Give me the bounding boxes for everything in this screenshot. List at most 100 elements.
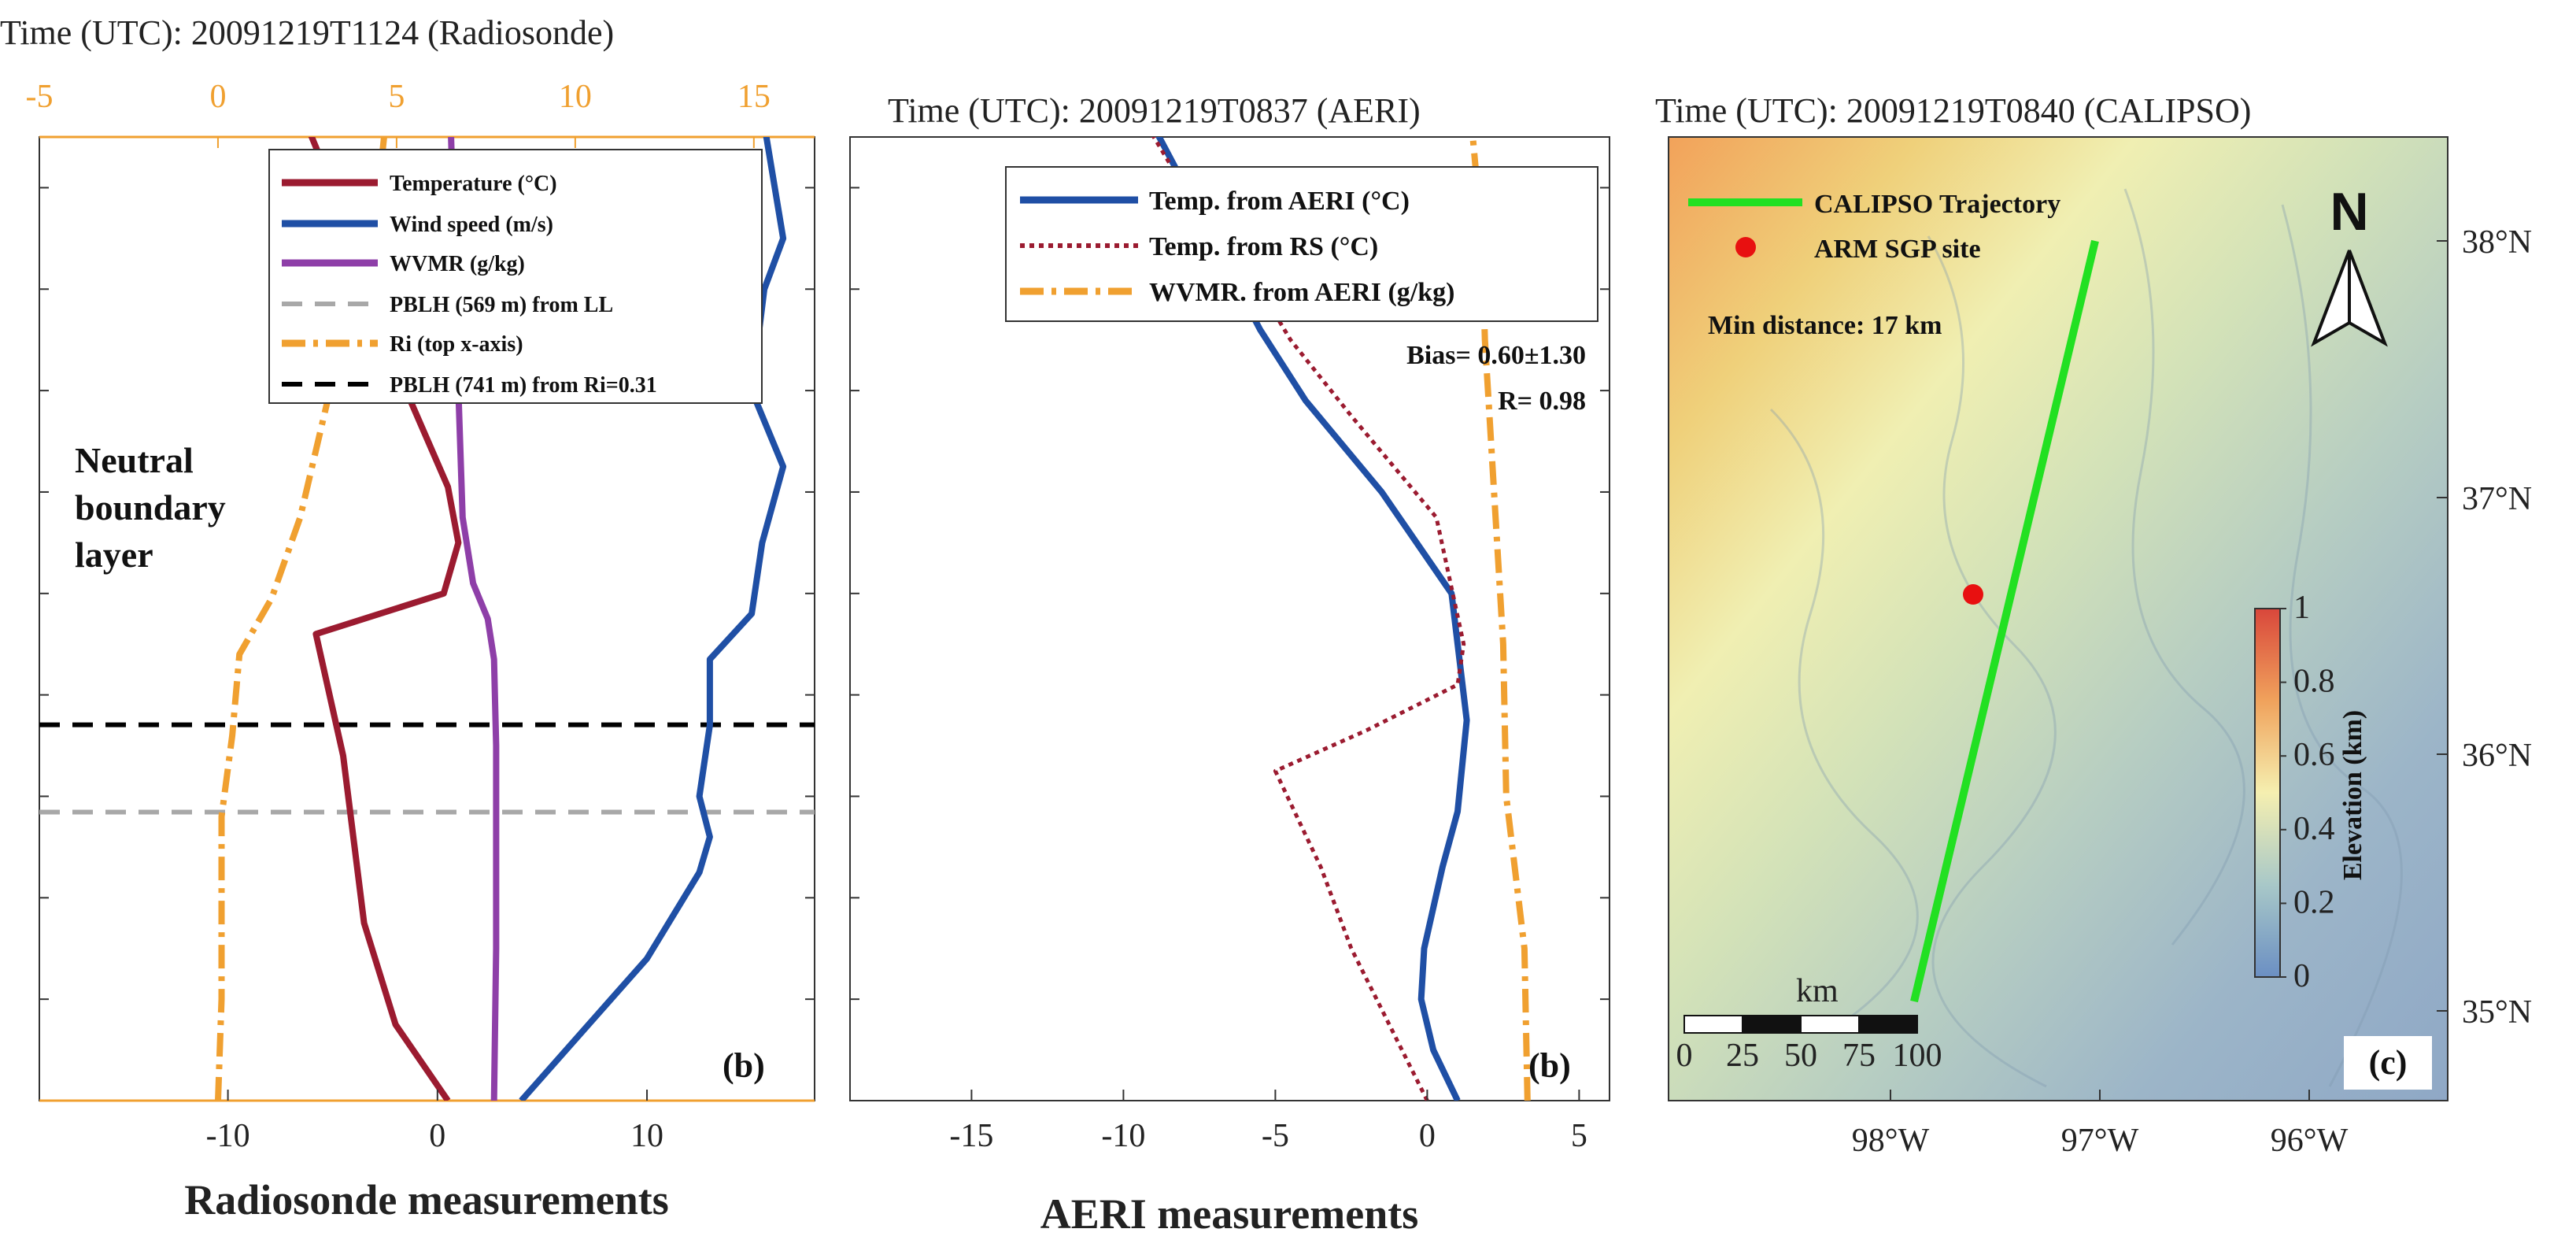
scale-tick-label: 0 <box>1676 1038 1693 1074</box>
north-arrow-right <box>2348 250 2388 347</box>
lat-tick-label: 38°N <box>2462 224 2532 261</box>
map-legend: CALIPSO Trajectory ARM SGP site Min dist… <box>1688 190 2060 340</box>
x-tick-label: 5 <box>1571 1118 1587 1154</box>
legend-label: WVMR. from AERI (g/kg) <box>1149 278 1454 307</box>
top-x-tick-label: 0 <box>209 79 226 115</box>
site-label: ARM SGP site <box>1814 235 1981 264</box>
top-x-tick-label: -5 <box>26 79 54 115</box>
arm-sgp-site-marker <box>1963 584 1983 605</box>
radiosonde-title: Time (UTC): 20091219T1124 (Radiosonde) <box>0 13 614 52</box>
colorbar-tick-label: 1 <box>2293 590 2310 626</box>
bias-stat: Bias= 0.60±1.30 <box>1406 341 1586 370</box>
aeri-y-ticks <box>850 187 1610 1001</box>
elevation-map <box>1669 137 2448 1101</box>
map-frame <box>1668 136 2448 1101</box>
min-distance-label: Min distance: 17 km <box>1708 311 1942 340</box>
legend-entry-wind: Wind speed (m/s) <box>282 213 553 237</box>
longitude-ticks: 98°W 97°W 96°W <box>1852 1090 2349 1159</box>
temperature-line <box>308 137 462 1101</box>
x-tick-label: -15 <box>949 1118 993 1154</box>
lat-tick-label: 37°N <box>2462 481 2532 517</box>
lat-tick-label: 35°N <box>2462 994 2532 1031</box>
calipso-trajectory-line <box>1910 239 2099 1003</box>
north-letter: N <box>2330 182 2368 242</box>
legend-box <box>1005 166 1598 322</box>
scale-unit: km <box>1796 973 1839 1009</box>
aeri-panel: Time (UTC): 20091219T0837 (AERI) -15 -10-… <box>849 91 1610 1238</box>
x-tick-label: 10 <box>630 1118 663 1154</box>
scale-tick-label: 100 <box>1893 1038 1942 1074</box>
river-1 <box>1927 235 2057 1088</box>
legend-entry-rs-temp: Temp. from RS (°C) <box>1020 232 1378 261</box>
legend-label: Temp. from RS (°C) <box>1149 232 1378 261</box>
radiosonde-panel: Time (UTC): 20091219T1124 (Radiosonde) -… <box>0 13 815 1223</box>
aeri-xlabel: AERI measurements <box>1040 1190 1418 1238</box>
river-3 <box>2281 204 2403 1087</box>
legend-box <box>268 149 763 404</box>
x-tick-label: -5 <box>1262 1118 1289 1154</box>
colorbar-tick-label: 0.6 <box>2293 737 2335 773</box>
scale-bar: km 0 25 50 75 100 <box>1676 973 1942 1074</box>
panel-label-a: (b) <box>723 1046 765 1085</box>
x-tick-label: -10 <box>206 1118 250 1154</box>
aeri-temp-line <box>1155 137 1470 1101</box>
aeri-title: Time (UTC): 20091219T0837 (AERI) <box>888 91 1421 130</box>
legend-entry-temperature: Temperature (°C) <box>282 172 557 196</box>
colorbar-gradient <box>2254 608 2281 978</box>
terrain-texture <box>1769 188 2403 1088</box>
trajectory-label: CALIPSO Trajectory <box>1814 190 2060 219</box>
panel-label-c-bg <box>2344 1036 2432 1090</box>
panel-label-c: (c) <box>2369 1043 2408 1082</box>
top-axis-ticks: -5 0 5 10 15 <box>26 79 771 148</box>
legend-label: Temp. from AERI (°C) <box>1149 187 1410 216</box>
colorbar-tick-label: 0.2 <box>2293 884 2335 920</box>
north-arrow: N <box>2311 182 2388 347</box>
colorbar-label: Elevation (km) <box>2338 710 2367 880</box>
aeri-series <box>1151 137 1531 1101</box>
scale-segment-4 <box>1858 1015 1918 1034</box>
annotation-line-2: boundary <box>75 487 226 527</box>
colorbar-tick-label: 0 <box>2293 958 2310 994</box>
rs-temp-line <box>1151 137 1466 1101</box>
annotation-line-3: layer <box>75 535 153 575</box>
colorbar-ticks: 1 0.8 0.6 0.4 0.2 0 <box>2280 590 2335 994</box>
top-x-tick-label: 5 <box>388 79 405 115</box>
radiosonde-legend: Temperature (°C) Wind speed (m/s) WVMR (… <box>268 149 763 404</box>
lon-tick-label: 98°W <box>1852 1123 1930 1159</box>
legend-label: PBLH (741 m) from Ri=0.31 <box>390 373 657 398</box>
x-tick-label: 0 <box>429 1118 445 1154</box>
scale-segment-3 <box>1800 1015 1860 1034</box>
panel-label-b: (b) <box>1528 1046 1571 1085</box>
latitude-ticks: 38°N 37°N 36°N 35°N <box>2437 224 2532 1031</box>
site-swatch <box>1735 237 1756 257</box>
x-tick-label: -10 <box>1101 1118 1145 1154</box>
scale-segment-2 <box>1742 1015 1802 1034</box>
aeri-legend: Temp. from AERI (°C) Temp. from RS (°C) … <box>1005 166 1598 322</box>
legend-label: WVMR (g/kg) <box>390 252 525 276</box>
colorbar-tick-label: 0.8 <box>2293 664 2335 700</box>
wind-speed-line <box>519 137 787 1101</box>
x-tick-label: 0 <box>1419 1118 1436 1154</box>
elevation-colorbar: 1 0.8 0.6 0.4 0.2 0 Elevation (km) <box>2254 590 2367 994</box>
legend-entry-wvmr: WVMR (g/kg) <box>282 252 525 276</box>
lon-tick-label: 96°W <box>2271 1123 2349 1159</box>
scale-ticks: 0 25 50 75 100 <box>1676 1038 1942 1074</box>
aeri-plot-frame <box>849 136 1610 1101</box>
colorbar-tick-label: 0.4 <box>2293 811 2335 847</box>
river-2 <box>2123 188 2245 946</box>
radiosonde-x-ticks: -10 0 10 <box>206 1090 663 1154</box>
legend-entry-aeri-wvmr: WVMR. from AERI (g/kg) <box>1020 278 1454 307</box>
map-title: Time (UTC): 20091219T0840 (CALIPSO) <box>1655 91 2251 130</box>
radiosonde-series <box>39 137 815 1101</box>
radiosonde-xlabel: Radiosonde measurements <box>184 1176 669 1223</box>
calipso-map-panel: Time (UTC): 20091219T0840 (CALIPSO) CALI… <box>1655 91 2532 1159</box>
top-x-tick-label: 15 <box>737 79 771 115</box>
legend-entry-ri: Ri (top x-axis) <box>282 332 523 357</box>
scale-segment-1 <box>1683 1015 1743 1034</box>
aeri-wvmr-line <box>1469 137 1531 1101</box>
legend-entry-pblh-ll: PBLH (569 m) from LL <box>282 293 613 317</box>
river-4 <box>1769 408 1919 1025</box>
legend-label: Temperature (°C) <box>390 172 557 196</box>
aeri-x-ticks: -15 -10 -5 0 5 <box>949 1090 1587 1154</box>
